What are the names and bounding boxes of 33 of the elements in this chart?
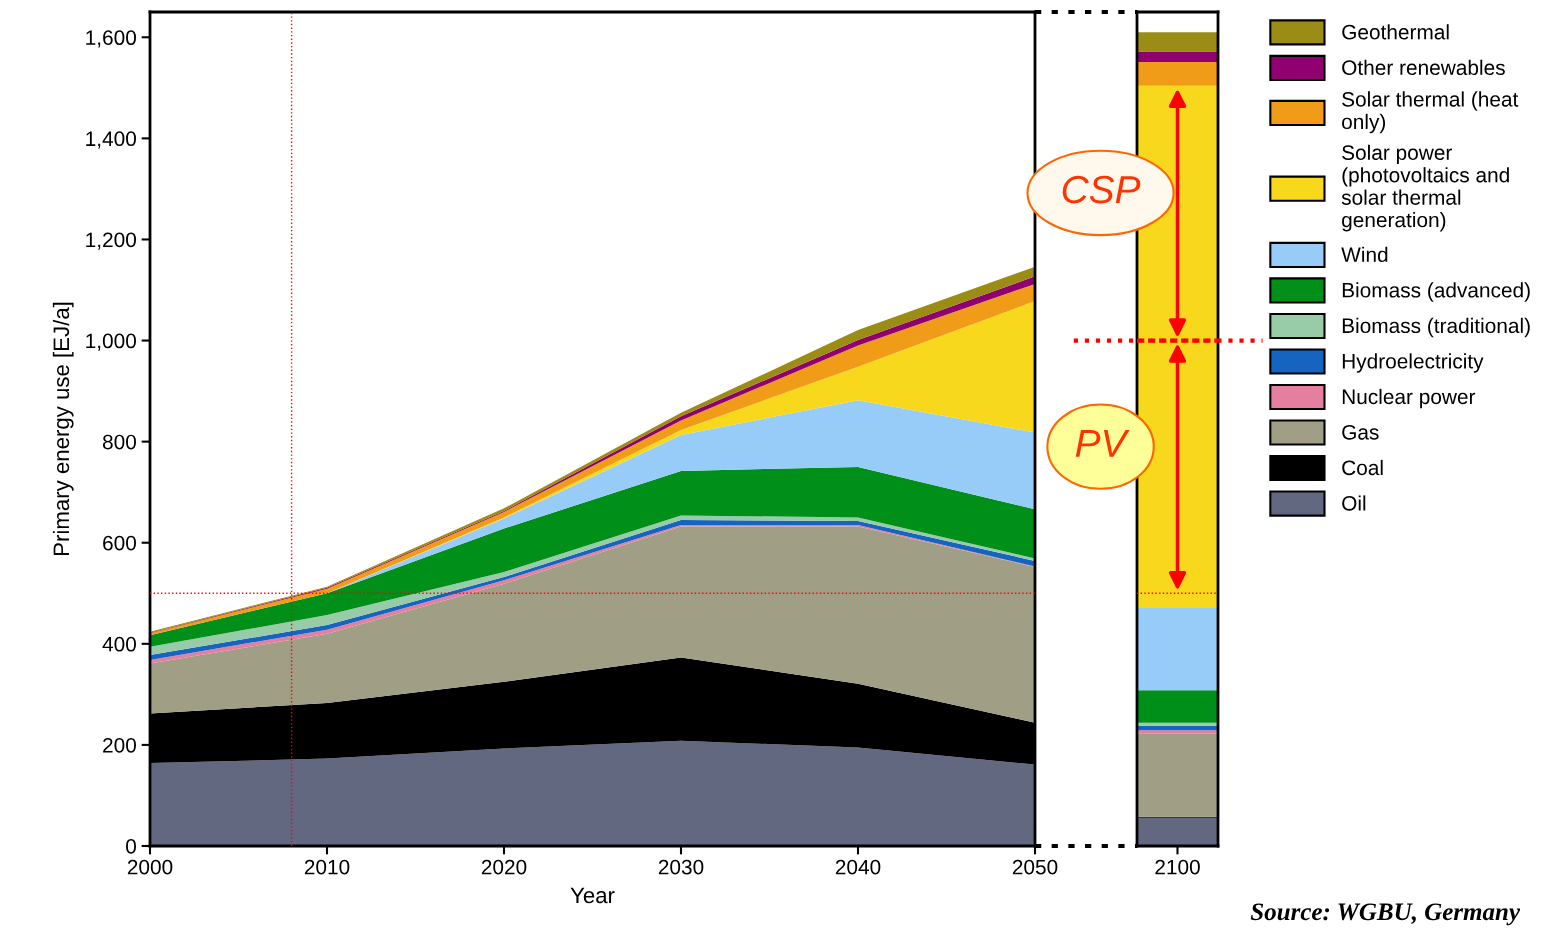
- x-tick-label: 2000: [127, 859, 173, 875]
- x-tick-label: 2040: [835, 859, 881, 875]
- y-tick-label: 800: [102, 434, 136, 450]
- y-tick-label: 1,000: [86, 333, 136, 351]
- source-note: Source: WGBU, Germany: [1250, 903, 1521, 926]
- legend-label: Other renewables: [1342, 59, 1505, 76]
- x-axis-title: Year: [570, 887, 615, 904]
- legend-label: Coal: [1342, 459, 1383, 476]
- y-tick-label: 400: [102, 636, 136, 652]
- annotation: CSP: [1062, 175, 1141, 204]
- legend-label: Geothermal: [1342, 24, 1449, 40]
- x-tick-label: 2020: [481, 859, 527, 875]
- legend-label: Oil: [1342, 495, 1366, 511]
- y-tick-label: 1,400: [86, 131, 136, 149]
- legend-label: Biomass (traditional): [1342, 317, 1530, 338]
- y-tick-label: 1,600: [86, 30, 136, 48]
- legend-label: Solar power (photovoltaics and solar thermal generation): [1341, 144, 1509, 232]
- legend-label: Gas: [1342, 424, 1379, 440]
- y-axis-title: Primary energy use [EJ/a]: [52, 302, 74, 555]
- legend-label: Solar thermal (heat only): [1342, 91, 1519, 134]
- legend-label: Nuclear power: [1342, 388, 1476, 409]
- y-tick-label: 1,200: [86, 232, 136, 250]
- legend-label: Biomass (advanced): [1342, 282, 1530, 302]
- x-tick-label: 2100: [1155, 859, 1200, 875]
- x-tick-label: 2050: [1012, 859, 1058, 875]
- legend-label: Wind: [1341, 246, 1388, 263]
- y-tick-label: 200: [103, 737, 136, 753]
- y-tick-label: 600: [103, 535, 136, 551]
- text: PV: [1075, 429, 1130, 457]
- x-tick-label: 2030: [658, 859, 704, 875]
- y-tick-label: 0: [126, 839, 136, 854]
- x-tick-label: 2010: [304, 859, 350, 875]
- legend-label: Hydroelectricity: [1342, 353, 1484, 373]
